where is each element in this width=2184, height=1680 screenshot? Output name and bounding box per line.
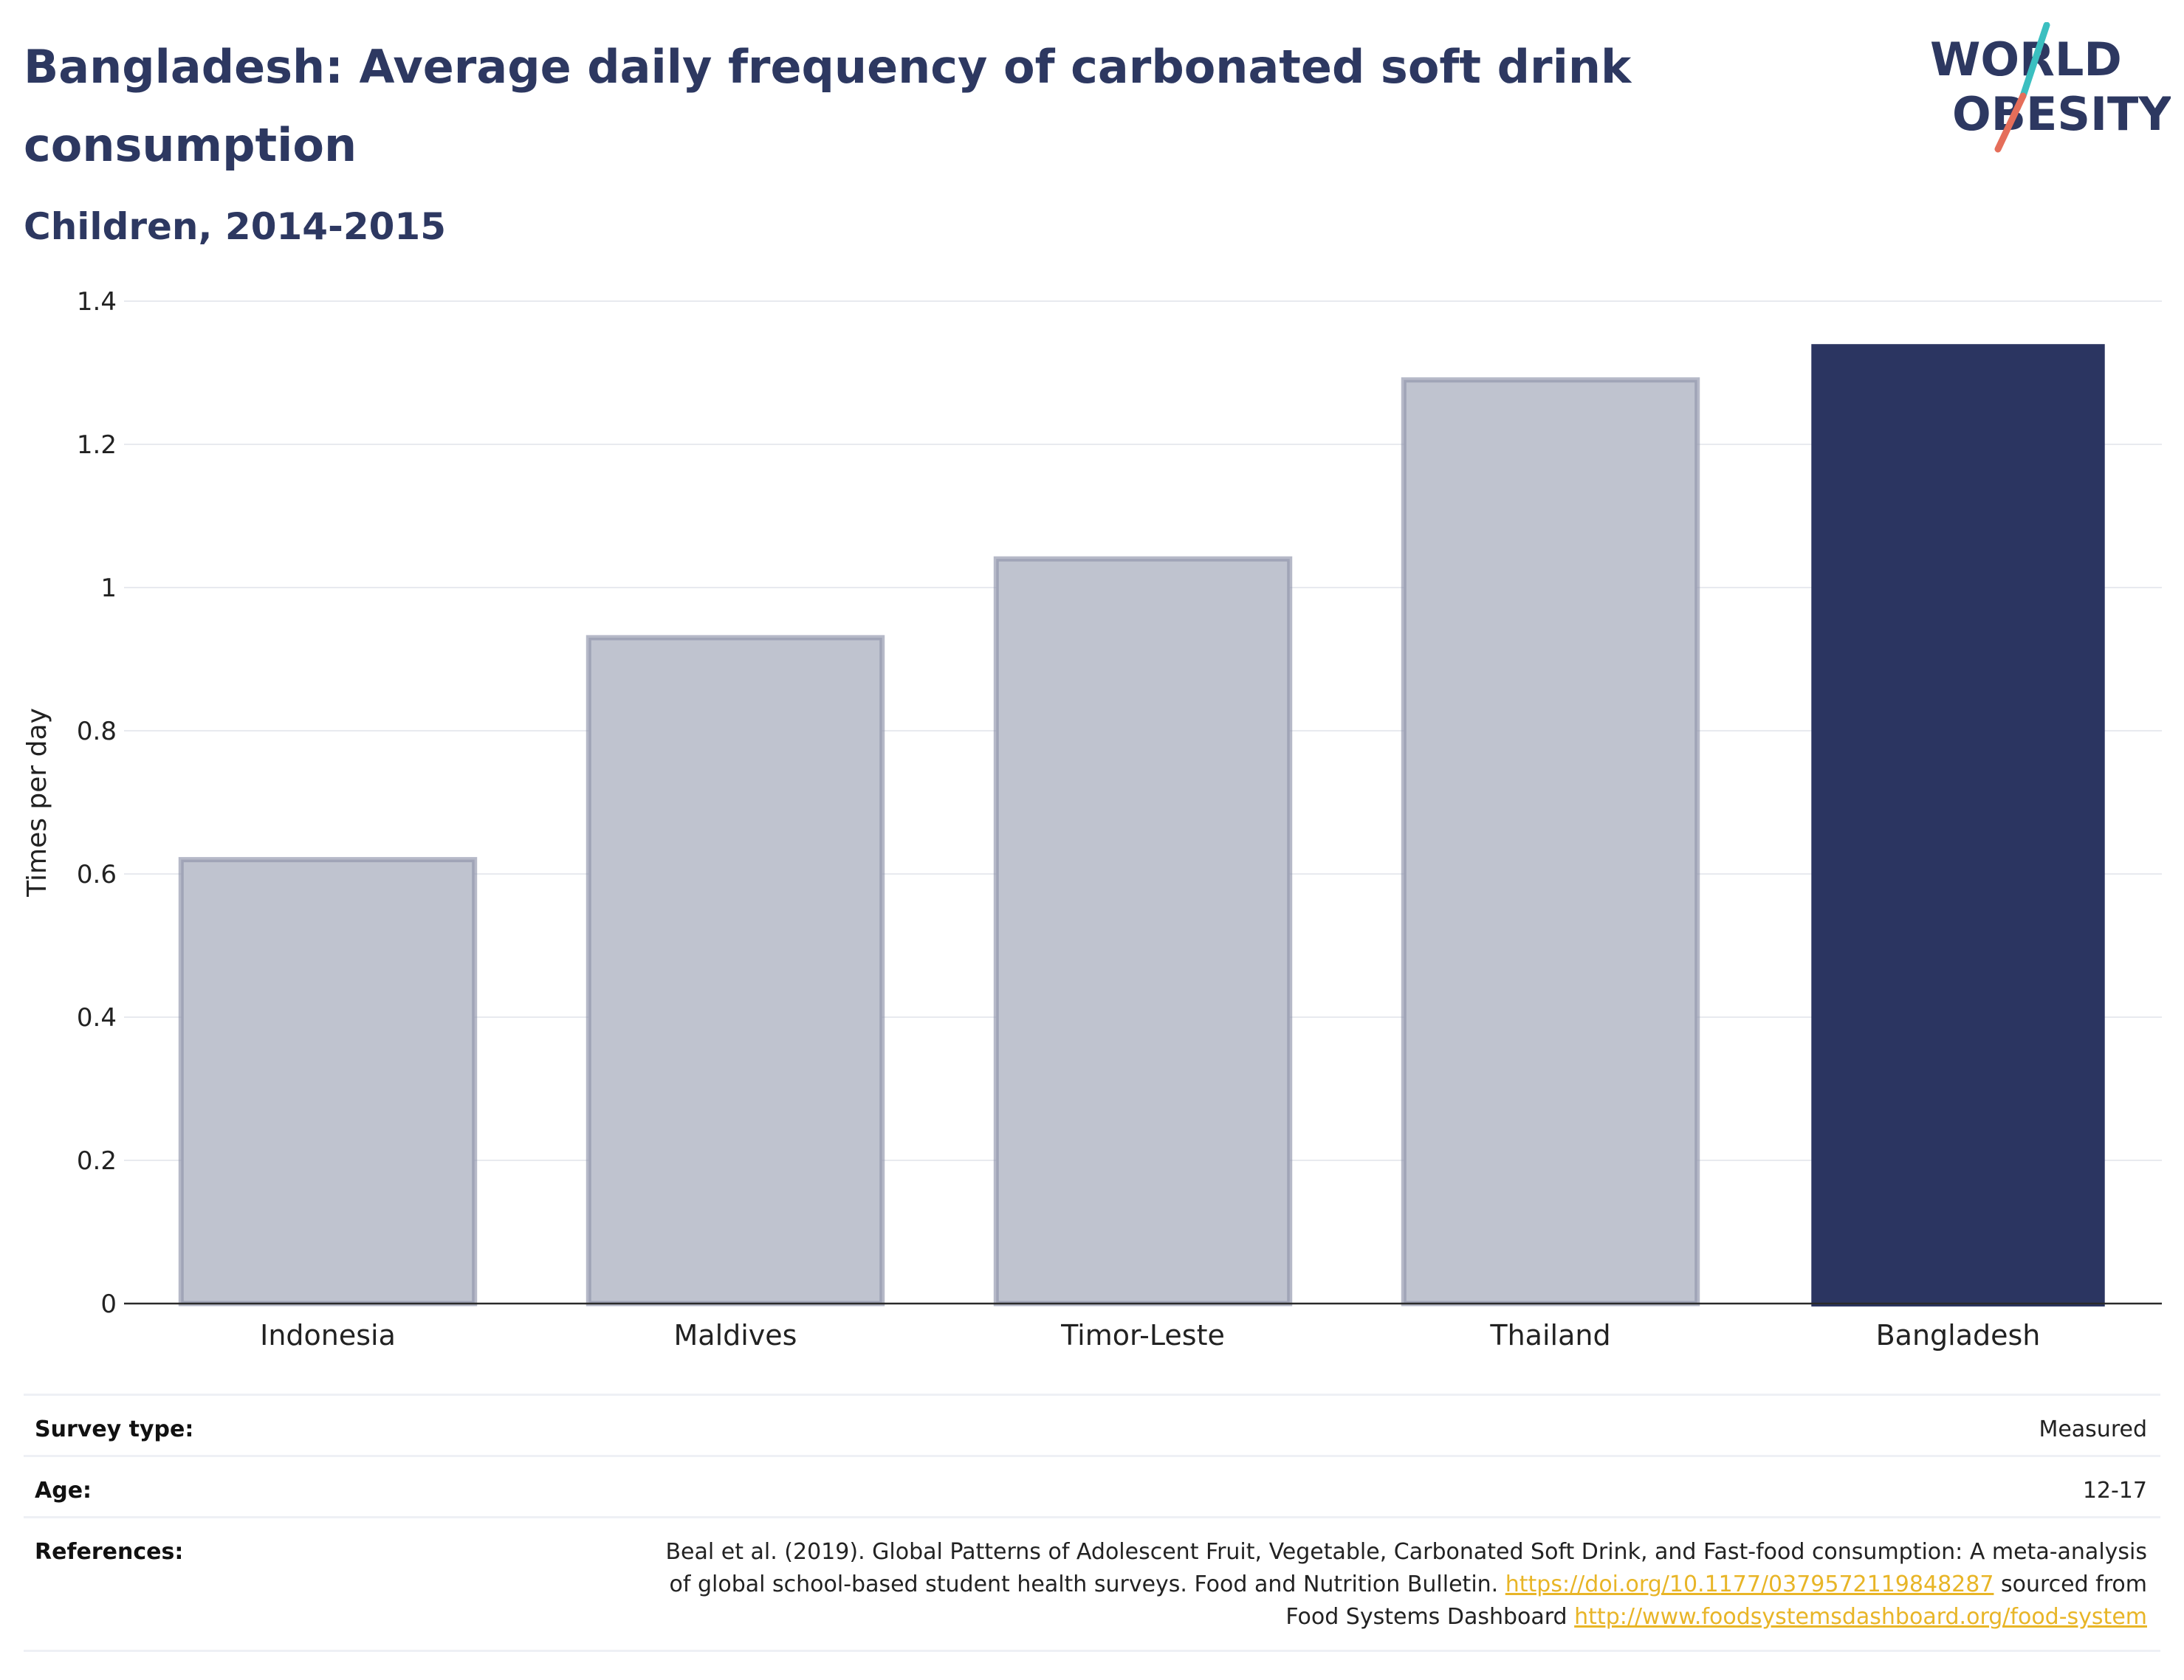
age-label: Age: (35, 1478, 92, 1504)
survey-type-row: Survey type: Measured (24, 1394, 2160, 1455)
world-obesity-logo: WORLD OBESITY (1930, 22, 2171, 153)
references-label: References: (35, 1539, 184, 1565)
y-axis-ticks: 0 0.2 0.4 0.6 0.8 1 1.2 1.4 (77, 287, 117, 1319)
doi-link[interactable]: https://doi.org/10.1177/0379572119848287 (1505, 1571, 1994, 1597)
bar-maldives[interactable] (586, 635, 885, 1307)
logo-slash-coral (1994, 92, 2027, 153)
age-value: 12-17 (2082, 1478, 2147, 1504)
x-tick-label: Thailand (1489, 1319, 1610, 1352)
x-tick-label: Timor-Leste (1060, 1319, 1225, 1352)
x-tick-label: Bangladesh (1876, 1319, 2041, 1352)
bar-thailand[interactable] (1401, 377, 1700, 1307)
reference-line-3-text: Food Systems Dashboard (1285, 1604, 1567, 1630)
survey-type-value: Measured (2039, 1416, 2147, 1442)
y-tick-label: 0.8 (77, 717, 117, 746)
x-tick-label: Indonesia (260, 1319, 396, 1352)
references-value: Beal et al. (2019). Global Patterns of A… (24, 1518, 2160, 1650)
reference-line-2: of global school-based student health su… (467, 1569, 2147, 1601)
reference-line-3: Food Systems Dashboard http://www.foodsy… (467, 1601, 2147, 1633)
bar-indonesia[interactable] (178, 857, 478, 1307)
references-row: References: Beal et al. (2019). Global P… (24, 1516, 2160, 1652)
logo-slash-teal (2019, 22, 2050, 100)
y-tick-label: 0.4 (77, 1003, 117, 1033)
bars (178, 344, 2105, 1307)
bar-bangladesh[interactable] (1811, 344, 2105, 1307)
logo-word-obesity: OBESITY (1952, 87, 2171, 141)
age-row: Age: 12-17 (24, 1455, 2160, 1516)
food-systems-dashboard-link[interactable]: http://www.foodsystemsdashboard.org/food… (1574, 1604, 2147, 1630)
bar-timor-leste[interactable] (993, 556, 1293, 1307)
y-tick-label: 0.6 (77, 860, 117, 889)
y-tick-label: 1.4 (77, 287, 117, 317)
info-table: Survey type: Measured Age: 12-17 Referen… (24, 1394, 2160, 1652)
survey-type-label: Survey type: (35, 1416, 194, 1442)
bar-chart: 0 0.2 0.4 0.6 0.8 1 1.2 1.4 Indonesia Maldives Ti… (22, 287, 2162, 1352)
y-tick-label: 1 (100, 574, 117, 603)
reference-line-2-text: of global school-based student health su… (669, 1571, 1499, 1597)
x-tick-label: Maldives (674, 1319, 797, 1352)
x-axis-labels: Indonesia Maldives Timor-Leste Thailand Bang… (260, 1319, 2040, 1352)
reference-line-1: Beal et al. (2019). Global Patterns of A… (665, 1539, 2147, 1565)
reference-line-2-suffix: sourced from (2000, 1571, 2147, 1597)
y-axis-title: Times per day (22, 708, 52, 898)
y-tick-label: 0.2 (77, 1146, 117, 1176)
chart-title: Bangladesh: Average daily frequency of c… (24, 40, 1632, 172)
chart-subtitle: Children, 2014-2015 (24, 205, 446, 248)
y-tick-label: 0 (100, 1290, 117, 1319)
y-tick-label: 1.2 (77, 430, 117, 460)
